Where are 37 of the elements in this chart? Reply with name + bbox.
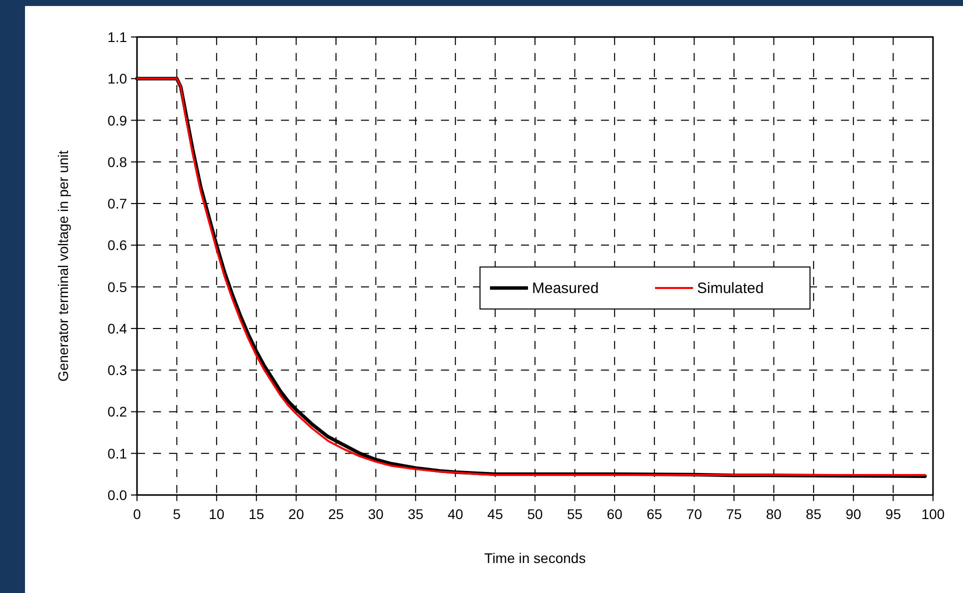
legend-label: Simulated xyxy=(697,280,764,297)
x-tick-label: 10 xyxy=(208,506,225,522)
x-tick-label: 20 xyxy=(288,506,304,522)
y-tick-label: 0.7 xyxy=(108,196,128,212)
y-tick-label: 0.4 xyxy=(108,320,128,336)
y-tick-label: 0.3 xyxy=(108,362,128,378)
x-tick-label: 15 xyxy=(248,506,264,522)
x-tick-label: 25 xyxy=(328,506,344,522)
y-tick-label: 0.6 xyxy=(108,237,128,254)
x-tick-label: 5 xyxy=(172,506,181,522)
x-tick-label: 55 xyxy=(567,506,583,522)
x-tick-label: 40 xyxy=(448,506,464,522)
x-tick-label: 60 xyxy=(606,506,623,522)
legend-label: Measured xyxy=(532,280,599,297)
x-tick-label: 50 xyxy=(527,506,543,522)
y-tick-label: 0.1 xyxy=(108,445,128,462)
x-tick-label: 90 xyxy=(846,506,862,522)
x-tick-label: 85 xyxy=(806,506,822,522)
x-tick-label: 95 xyxy=(885,506,902,522)
y-tick-label: 0.2 xyxy=(108,404,128,420)
x-tick-label: 75 xyxy=(726,506,742,522)
y-tick-label: 0.8 xyxy=(108,154,128,170)
x-tick-label: 45 xyxy=(487,506,504,522)
x-axis-title: Time in seconds xyxy=(484,550,586,566)
y-axis-title: Generator terminal voltage in per unit xyxy=(55,150,71,382)
x-tick-label: 80 xyxy=(766,506,782,522)
x-tick-label: 0 xyxy=(133,506,142,522)
x-tick-label: 70 xyxy=(686,506,702,522)
y-tick-label: 1.1 xyxy=(108,29,128,45)
x-tick-label: 65 xyxy=(646,506,662,522)
y-tick-label: 0.5 xyxy=(108,278,128,295)
y-tick-label: 0.0 xyxy=(108,487,128,503)
x-tick-label: 100 xyxy=(921,506,945,522)
y-tick-label: 0.9 xyxy=(108,112,128,128)
x-tick-label: 30 xyxy=(368,506,384,522)
y-tick-label: 1.0 xyxy=(108,70,128,87)
x-tick-label: 35 xyxy=(408,506,424,522)
